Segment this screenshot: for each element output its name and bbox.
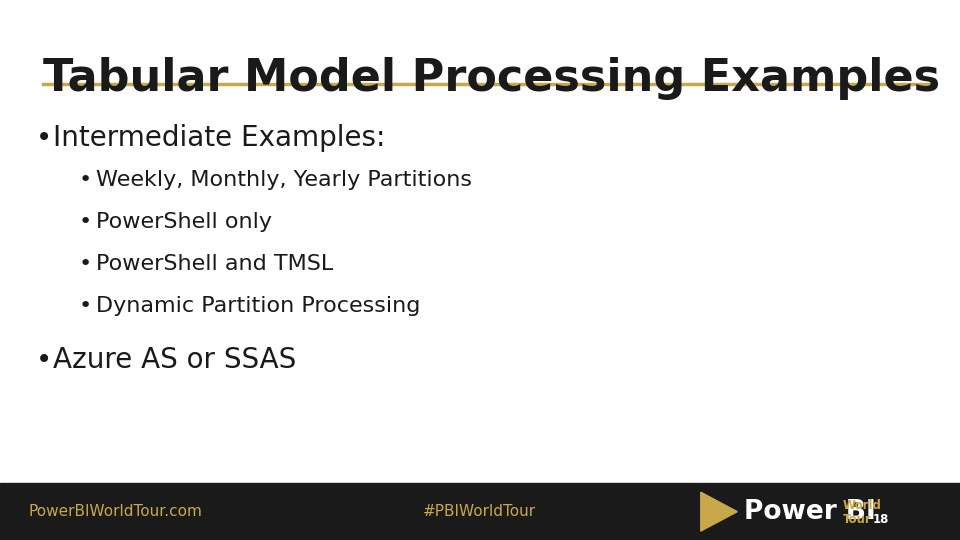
Text: Intermediate Examples:: Intermediate Examples: [53, 124, 385, 152]
Text: •: • [79, 170, 92, 190]
Polygon shape [701, 492, 737, 531]
Text: Power BI: Power BI [744, 498, 876, 525]
Text: •: • [36, 124, 52, 152]
Text: Tabular Model Processing Examples: Tabular Model Processing Examples [43, 57, 941, 100]
Text: 18: 18 [873, 512, 889, 526]
Text: Weekly, Monthly, Yearly Partitions: Weekly, Monthly, Yearly Partitions [96, 170, 472, 190]
Text: PowerShell only: PowerShell only [96, 212, 272, 232]
Text: World: World [843, 498, 881, 512]
Text: Azure AS or SSAS: Azure AS or SSAS [53, 346, 296, 374]
Text: •: • [79, 212, 92, 232]
Bar [0, 483, 960, 540]
Text: Dynamic Partition Processing: Dynamic Partition Processing [96, 296, 420, 316]
Text: PowerBIWorldTour.com: PowerBIWorldTour.com [29, 504, 203, 519]
Text: •: • [36, 346, 52, 374]
Text: •: • [79, 296, 92, 316]
Text: Tour: Tour [843, 512, 872, 526]
Text: PowerShell and TMSL: PowerShell and TMSL [96, 254, 333, 274]
Text: •: • [79, 254, 92, 274]
Text: #PBIWorldTour: #PBIWorldTour [422, 504, 536, 519]
